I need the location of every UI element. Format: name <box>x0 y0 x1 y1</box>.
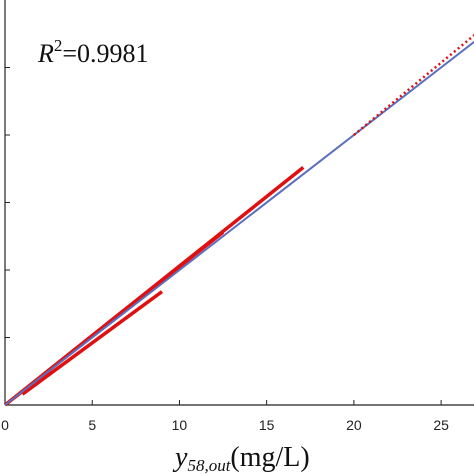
annotation-base: R <box>37 39 54 68</box>
x-axis-label: y58,out(mg/L) <box>172 442 310 474</box>
annotation-rest: =0.9981 <box>62 39 148 68</box>
x-tick-label: 25 <box>433 417 449 433</box>
x-label-sub: 58,out <box>187 456 231 474</box>
x-tick-label: 15 <box>259 417 275 433</box>
x-label-unit: (mg/L) <box>230 442 309 473</box>
x-label-var: y <box>172 442 188 473</box>
x-tick-label: 0 <box>1 417 9 433</box>
x-tick-label: 5 <box>88 417 96 433</box>
annotation: R2=0.9981 <box>37 36 149 68</box>
series-line <box>353 33 474 136</box>
series-line <box>4 40 474 406</box>
x-tick-label: 10 <box>172 417 188 433</box>
x-tick-label: 20 <box>346 417 362 433</box>
annotation-sup: 2 <box>54 36 63 55</box>
